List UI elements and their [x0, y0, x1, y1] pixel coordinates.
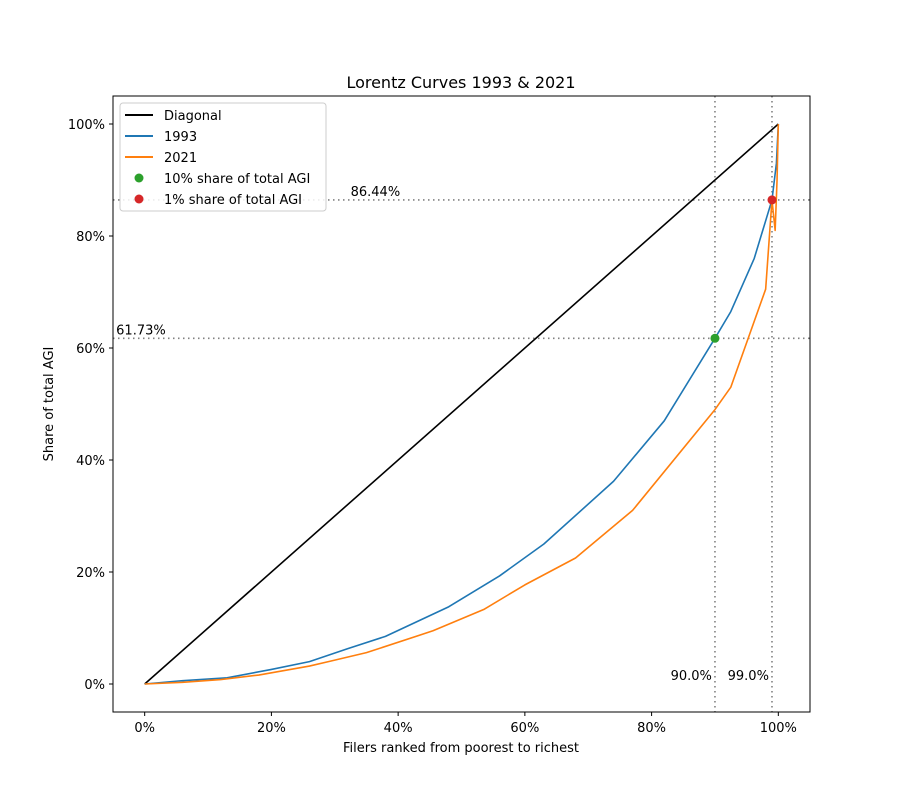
- annotation-label: 86.44%: [351, 185, 401, 200]
- x-tick-label: 40%: [384, 721, 413, 736]
- x-tick-label: 20%: [257, 721, 286, 736]
- marker-point: [710, 333, 720, 343]
- y-tick-label: 40%: [76, 454, 105, 469]
- series-line-1993: [144, 123, 780, 685]
- x-axis-label: Filers ranked from poorest to richest: [343, 741, 579, 756]
- legend-label: 1% share of total AGI: [164, 193, 302, 208]
- x-tick-label: 60%: [510, 721, 539, 736]
- chart-title: Lorentz Curves 1993 & 2021: [346, 73, 575, 92]
- series-line-diagonal: [144, 123, 779, 685]
- annotation-label: 99.0%: [728, 669, 769, 684]
- x-tick-label: 0%: [134, 721, 155, 736]
- marker-point: [767, 195, 777, 205]
- legend-label: Diagonal: [164, 109, 222, 124]
- x-tick-label: 80%: [637, 721, 666, 736]
- legend-marker: [134, 194, 144, 204]
- y-tick-label: 80%: [76, 230, 105, 245]
- y-tick-label: 20%: [76, 566, 105, 581]
- y-tick-label: 0%: [84, 678, 105, 693]
- legend-label: 10% share of total AGI: [164, 172, 310, 187]
- plot-area: 61.73% 86.44% 90.0% 99.0% 0% 20% 40% 60% 80% 100%…: [68, 95, 811, 736]
- legend: Diagonal 1993 2021 10% share of total AGI 1%…: [119, 102, 327, 212]
- annotation-label: 90.0%: [671, 669, 712, 684]
- y-tick-label: 60%: [76, 342, 105, 357]
- annotation-label: 61.73%: [116, 323, 166, 338]
- legend-box: [119, 102, 327, 212]
- legend-marker: [134, 173, 144, 183]
- x-tick-label: 100%: [760, 721, 797, 736]
- legend-label: 1993: [164, 130, 197, 145]
- legend-label: 2021: [164, 151, 197, 166]
- y-tick-label: 100%: [68, 118, 105, 133]
- y-axis-label: Share of total AGI: [42, 347, 57, 462]
- plot-frame: [112, 95, 811, 713]
